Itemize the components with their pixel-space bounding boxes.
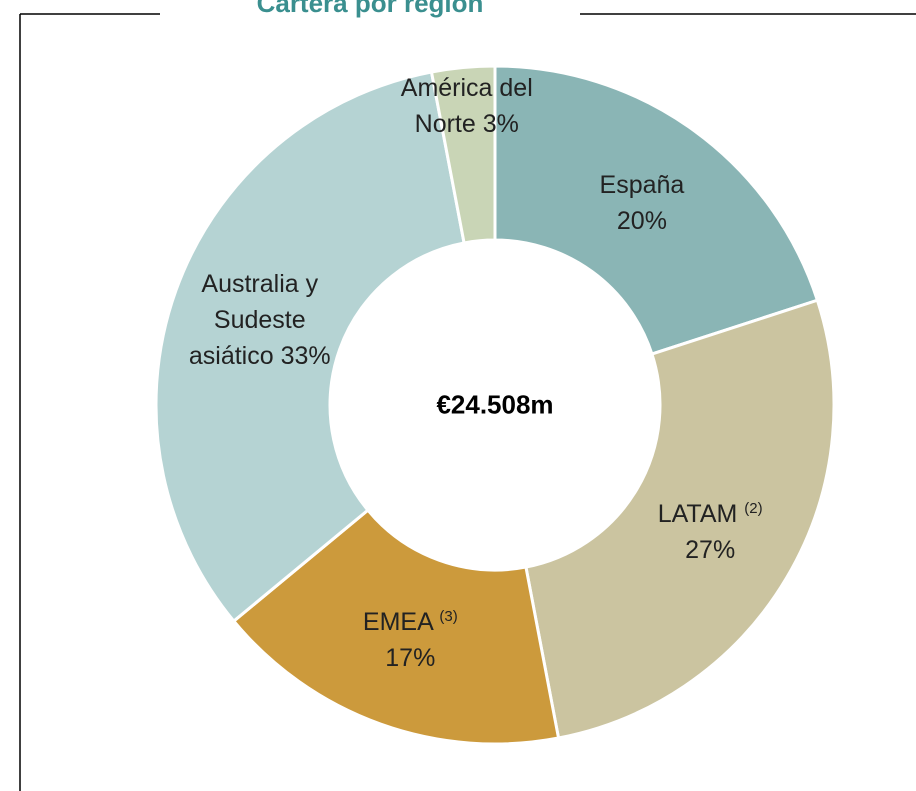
donut-slice bbox=[493, 64, 820, 356]
category-label: América del Norte bbox=[400, 74, 533, 139]
slice-label: LATAM (2) 27% bbox=[635, 496, 785, 568]
footnote-marker: (3) bbox=[439, 608, 458, 626]
donut-slice bbox=[429, 64, 497, 245]
donut-slice bbox=[154, 70, 466, 624]
donut-slice bbox=[231, 508, 561, 746]
category-label: Australia y Sudeste asiático bbox=[188, 270, 319, 371]
slice-label: América del Norte 3% bbox=[369, 70, 564, 142]
chart-title: Cartera por región bbox=[256, 0, 484, 18]
donut-slice bbox=[524, 298, 836, 740]
slice-label: Australia y Sudeste asiático 33% bbox=[177, 266, 342, 374]
value-label: 20% bbox=[616, 206, 667, 235]
value-label: 3% bbox=[482, 110, 519, 139]
slice-label: España 20% bbox=[587, 167, 697, 239]
center-label: €24.508m bbox=[436, 389, 554, 420]
category-label: España bbox=[599, 170, 685, 199]
category-label: EMEA bbox=[362, 608, 433, 637]
value-label: 17% bbox=[385, 644, 436, 673]
category-label: LATAM bbox=[657, 500, 738, 529]
value-label: 33% bbox=[280, 342, 331, 371]
value-label: 27% bbox=[685, 536, 736, 565]
slice-label: EMEA (3) 17% bbox=[345, 604, 475, 676]
footnote-marker: (2) bbox=[744, 500, 763, 518]
